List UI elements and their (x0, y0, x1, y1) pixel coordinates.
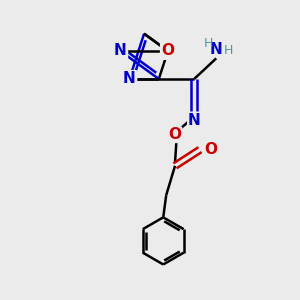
Text: O: O (205, 142, 218, 157)
Text: N: N (210, 42, 223, 57)
Text: H: H (203, 37, 213, 50)
Text: O: O (161, 44, 174, 59)
Text: H: H (224, 44, 233, 57)
Text: N: N (123, 71, 136, 86)
Text: N: N (114, 44, 127, 59)
Text: N: N (188, 113, 200, 128)
Text: O: O (169, 128, 182, 142)
